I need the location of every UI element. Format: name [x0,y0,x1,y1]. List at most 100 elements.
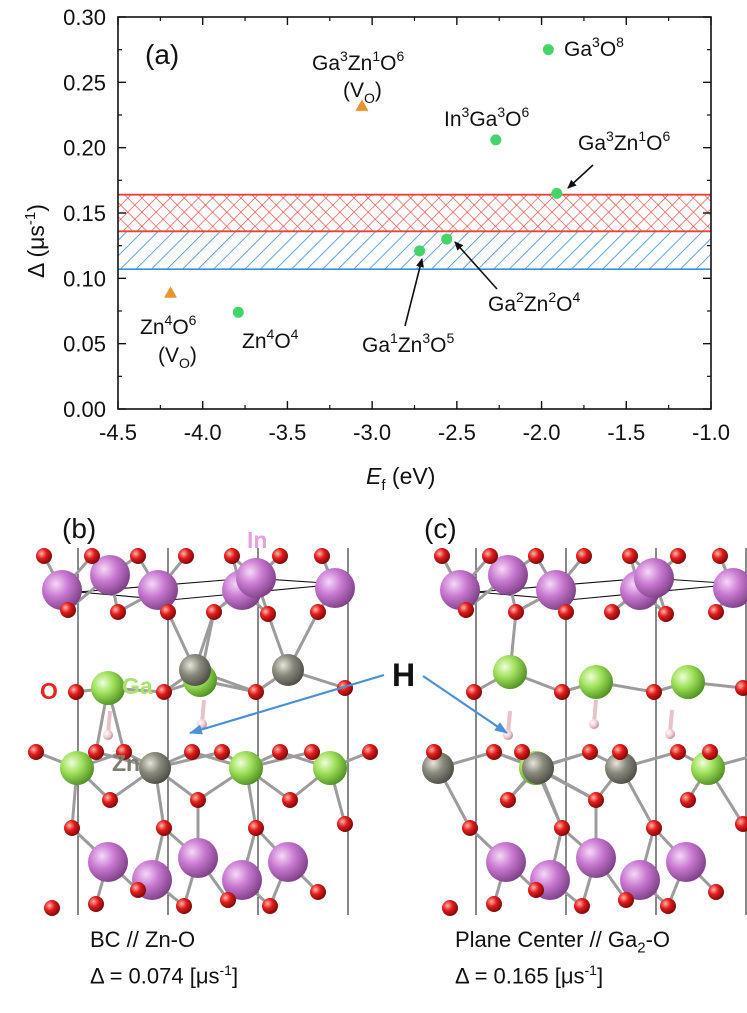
x-tick-label: -4.0 [184,420,222,445]
atom-o [426,744,442,760]
atom-o [442,900,458,916]
atom-ga [671,665,705,699]
label-ga1zn3o5: Ga1Zn3O5 [362,330,454,357]
atom-o [712,548,728,564]
data-point [542,44,554,56]
atom-o [272,548,288,564]
atom-in [42,570,82,610]
atom-o [160,604,176,620]
x-tick-label: -2.5 [438,420,476,445]
label-vo-top: (VO) [343,79,382,106]
atom-in [634,558,674,598]
band-red-fill-b [118,194,711,232]
atom-o [588,792,604,808]
atom-o [646,820,662,836]
atom-o [36,548,52,564]
atom-o [612,744,628,760]
atom-o [64,820,80,836]
structure-b [28,548,378,916]
atom-o [646,684,662,700]
label-h: H [392,657,415,693]
atom-o [482,548,498,564]
label-vo-bottom: (VO) [158,344,197,371]
atom-o [88,744,104,760]
atom-o [156,684,172,700]
atom-o [574,898,590,914]
arrow-ga3zn1o6 [567,164,594,189]
atom-o [582,744,598,760]
label-zn: Zn [112,750,140,776]
atom-o [190,792,206,808]
atom-o [337,816,353,832]
atom-in [315,568,355,608]
atom-o [528,548,544,564]
atom-o [260,606,276,622]
data-point [232,306,244,318]
x-tick-label: -4.5 [99,420,137,445]
x-tick-label: -3.0 [353,420,391,445]
atom-o [304,744,320,760]
atom-o [658,606,674,622]
label-ga3o8: Ga3O8 [564,34,624,61]
atom-o [434,548,450,564]
atom-o [486,744,502,760]
atom-in [486,842,526,882]
atom-o [206,604,222,620]
arrow-ga1zn3o5 [404,258,424,327]
atom-o [558,604,574,620]
data-point [551,187,563,199]
atom-ga [691,751,725,785]
y-tick-label: 0.00 [63,397,106,422]
atom-o [337,680,353,696]
caption-c-line2: Δ = 0.165 [μs-1] [455,962,604,989]
atom-o [248,684,264,700]
scatter-chart: -4.5 -4.0 -3.5 -3.0 -2.5 -2.0 -1.5 -1.0 0.00 0.05… [22,5,730,494]
atom-zn [139,752,171,784]
y-tick-label: 0.05 [63,332,106,357]
atom-in [268,842,308,882]
atom-o [130,882,146,898]
atom-in [713,568,747,608]
atom-o [272,744,288,760]
atom-o [214,744,230,760]
y-tick-label: 0.15 [63,201,106,226]
atom-o [500,792,516,808]
atom-o [670,744,686,760]
atom-h [665,729,675,739]
atom-o [220,892,236,908]
atom-in [576,838,616,878]
data-point [441,233,453,245]
atom-o [116,744,132,760]
atom-o [458,602,474,618]
atom-o [84,548,100,564]
panel-label-a: (a) [145,39,179,70]
atom-ga [313,751,347,785]
atom-o [110,604,126,620]
atom-in [536,570,576,610]
atom-o [184,744,200,760]
axis-ticks: -4.5 -4.0 -3.5 -3.0 -2.5 -2.0 -1.5 -1.0 0.00 0.05… [63,5,730,445]
atom-o [156,820,172,836]
atom-o [528,882,544,898]
atom-o [708,884,724,900]
atom-in [236,558,276,598]
atom-in [222,860,262,900]
x-tick-label: -1.0 [692,420,730,445]
x-tick-label: -1.5 [607,420,645,445]
atom-ga [493,655,527,689]
atom-o [735,680,747,696]
label-ga3zn1o6-vo: Ga3Zn1O6 [312,48,404,75]
x-axis-title: Ef (eV) [366,463,435,494]
atom-o [554,820,570,836]
atom-in [88,842,128,882]
label-zn4o4: Zn4O4 [242,326,299,353]
atom-h [103,730,113,740]
y-tick-label: 0.25 [63,70,106,95]
atom-zn [522,752,554,784]
atom-o [130,548,146,564]
atom-in [620,860,660,900]
atom-ga [579,665,613,699]
atom-in [488,555,528,595]
caption-b-line2: Δ = 0.074 [μs-1] [90,962,239,989]
label-ga: Ga [122,673,153,699]
